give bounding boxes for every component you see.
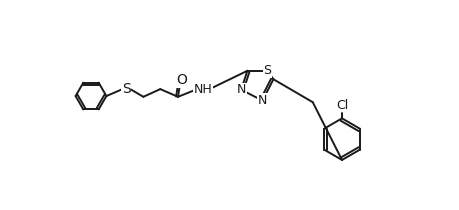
Text: NH: NH: [194, 83, 213, 96]
Text: S: S: [122, 82, 130, 96]
Text: O: O: [176, 73, 187, 87]
Text: N: N: [257, 94, 267, 107]
Text: S: S: [263, 64, 271, 77]
Text: N: N: [236, 83, 246, 96]
Text: Cl: Cl: [335, 99, 347, 112]
